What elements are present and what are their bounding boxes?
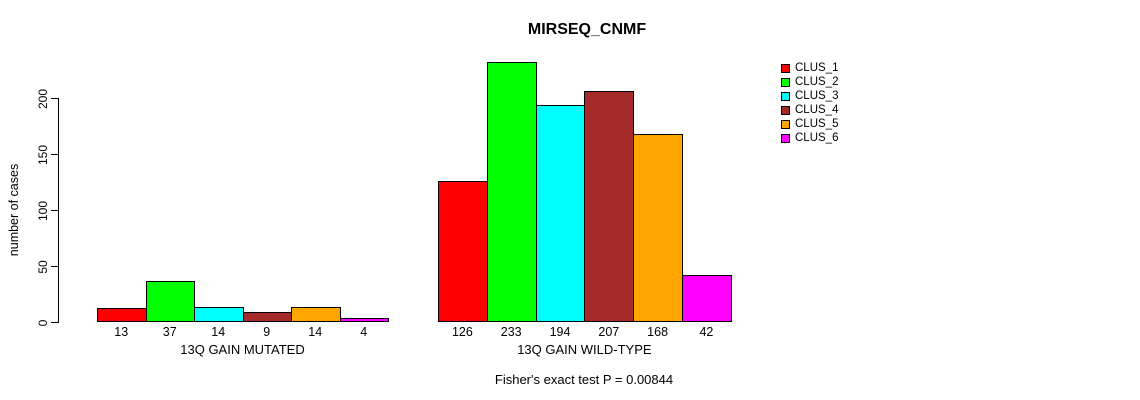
legend-label: CLUS_6 (795, 132, 839, 144)
bar-clus_5-group2 (633, 134, 683, 323)
legend-swatch-clus3 (781, 91, 790, 101)
bar-value-label: 207 (598, 325, 620, 339)
legend-item-clus4: CLUS_4 (781, 103, 838, 117)
legend-item-clus6: CLUS_6 (781, 131, 838, 145)
bar-value-label: 4 (360, 325, 368, 339)
bar-value-label: 9 (263, 325, 271, 339)
y-axis-line (58, 98, 59, 323)
y-tick-mark (51, 210, 58, 211)
legend-swatch-clus6 (781, 133, 790, 143)
legend-item-clus2: CLUS_2 (781, 75, 838, 89)
bar-clus_2-group1 (145, 281, 195, 323)
y-tick-label: 100 (36, 200, 50, 221)
legend-item-clus5: CLUS_5 (781, 117, 838, 131)
legend-label: CLUS_2 (795, 76, 839, 88)
legend-swatch-clus4 (781, 105, 790, 115)
bar-clus_5-group1 (291, 306, 341, 323)
legend-item-clus3: CLUS_3 (781, 89, 838, 103)
legend-swatch-clus1 (781, 63, 790, 73)
legend-item-clus1: CLUS_1 (781, 61, 838, 75)
bar-value-label: 14 (308, 325, 323, 339)
bar-clus_6-group2 (682, 275, 732, 323)
bar-value-label: 13 (114, 325, 129, 339)
bar-value-label: 37 (162, 325, 177, 339)
y-tick-label: 0 (36, 319, 50, 326)
y-tick-label: 50 (36, 259, 50, 274)
legend-label: CLUS_3 (795, 90, 839, 102)
legend-label: CLUS_1 (795, 62, 839, 74)
legend-label: CLUS_5 (795, 118, 839, 130)
legend-swatch-clus2 (781, 77, 790, 87)
bar-clus_1-group2 (438, 181, 488, 323)
legend: CLUS_1 CLUS_2 CLUS_3 CLUS_4 CLUS_5 CLUS_… (781, 61, 838, 145)
y-tick-mark (51, 98, 58, 99)
x-axis-label-wild-type: 13Q GAIN WILD-TYPE (517, 342, 652, 357)
chart-title: MIRSEQ_CNMF (527, 21, 647, 38)
bar-value-label: 168 (647, 325, 669, 339)
legend-swatch-clus5 (781, 119, 790, 129)
x-axis-label-mutated: 13Q GAIN MUTATED (180, 342, 305, 357)
bar-clus_4-group1 (242, 312, 292, 323)
bar-clus_6-group1 (339, 318, 389, 323)
y-tick-mark (51, 322, 58, 323)
bar-clus_2-group2 (486, 61, 537, 323)
bar-value-label: 42 (699, 325, 714, 339)
bar-clus_4-group2 (584, 90, 635, 323)
bar-clus_1-group1 (97, 307, 147, 323)
bar-value-label: 233 (500, 325, 522, 339)
bar-clus_3-group2 (535, 105, 586, 323)
y-tick-mark (51, 154, 58, 155)
bar-value-label: 194 (549, 325, 571, 339)
y-axis-title: number of cases (7, 163, 21, 257)
fisher-test-annotation: Fisher's exact test P = 0.00844 (494, 372, 674, 387)
y-tick-label: 150 (36, 144, 50, 165)
y-tick-mark (51, 266, 58, 267)
bar-value-label: 126 (451, 325, 473, 339)
y-tick-label: 200 (36, 88, 50, 109)
bar-value-label: 14 (211, 325, 226, 339)
bar-clus_3-group1 (194, 306, 244, 323)
legend-label: CLUS_4 (795, 104, 839, 116)
